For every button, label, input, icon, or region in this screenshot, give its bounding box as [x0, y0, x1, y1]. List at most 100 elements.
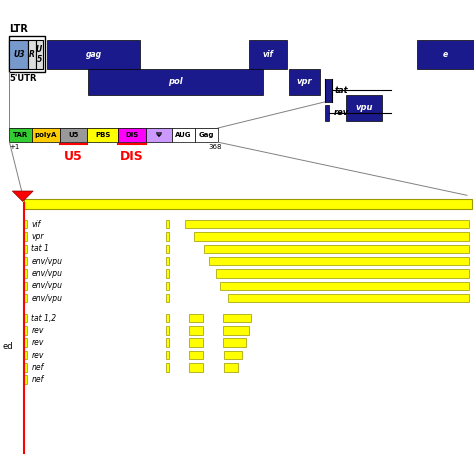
FancyBboxPatch shape — [24, 199, 472, 209]
Text: PBS: PBS — [95, 132, 110, 138]
Text: 368: 368 — [209, 144, 222, 150]
Text: vif: vif — [31, 220, 41, 228]
FancyBboxPatch shape — [24, 294, 27, 302]
Text: env/vpu: env/vpu — [31, 282, 62, 290]
Text: vpu: vpu — [355, 103, 373, 112]
FancyBboxPatch shape — [24, 375, 27, 384]
Text: vpr: vpr — [31, 232, 44, 241]
Text: env/vpu: env/vpu — [31, 269, 62, 278]
FancyBboxPatch shape — [166, 257, 169, 265]
FancyBboxPatch shape — [166, 232, 169, 241]
FancyBboxPatch shape — [223, 314, 251, 322]
FancyBboxPatch shape — [216, 269, 469, 278]
Text: TAR: TAR — [13, 132, 28, 138]
Text: Gag: Gag — [199, 132, 214, 138]
FancyBboxPatch shape — [194, 232, 469, 241]
FancyBboxPatch shape — [417, 40, 474, 69]
Polygon shape — [12, 191, 33, 201]
FancyBboxPatch shape — [24, 269, 27, 278]
Text: DIS: DIS — [125, 132, 138, 138]
FancyBboxPatch shape — [228, 294, 469, 302]
FancyBboxPatch shape — [24, 326, 27, 335]
FancyBboxPatch shape — [28, 40, 36, 69]
FancyBboxPatch shape — [24, 351, 27, 359]
Text: rev: rev — [31, 351, 44, 359]
Text: env/vpu: env/vpu — [31, 257, 62, 265]
FancyBboxPatch shape — [223, 338, 246, 347]
FancyBboxPatch shape — [166, 245, 169, 253]
FancyBboxPatch shape — [189, 363, 203, 372]
Text: 5'UTR: 5'UTR — [9, 74, 37, 83]
FancyBboxPatch shape — [166, 314, 169, 322]
FancyBboxPatch shape — [289, 69, 320, 95]
FancyBboxPatch shape — [166, 338, 169, 347]
FancyBboxPatch shape — [189, 338, 203, 347]
FancyBboxPatch shape — [166, 363, 169, 372]
Text: nef: nef — [31, 375, 44, 384]
FancyBboxPatch shape — [204, 245, 469, 253]
FancyBboxPatch shape — [32, 128, 60, 142]
Text: env/vpu: env/vpu — [31, 294, 62, 302]
Text: pol: pol — [168, 77, 182, 86]
Text: ed: ed — [2, 343, 13, 351]
FancyBboxPatch shape — [24, 338, 27, 347]
FancyBboxPatch shape — [24, 220, 27, 228]
FancyBboxPatch shape — [325, 105, 329, 121]
FancyBboxPatch shape — [189, 351, 203, 359]
Text: vif: vif — [262, 50, 273, 59]
FancyBboxPatch shape — [166, 269, 169, 278]
FancyBboxPatch shape — [24, 245, 27, 253]
FancyBboxPatch shape — [118, 128, 146, 142]
Text: gag: gag — [85, 50, 102, 59]
Text: rev: rev — [31, 338, 44, 347]
Text: nef: nef — [31, 363, 44, 372]
Text: rev: rev — [334, 109, 349, 117]
Text: LTR: LTR — [9, 24, 28, 34]
FancyBboxPatch shape — [24, 363, 27, 372]
FancyBboxPatch shape — [189, 314, 203, 322]
FancyBboxPatch shape — [47, 40, 140, 69]
FancyBboxPatch shape — [195, 128, 218, 142]
Text: U5: U5 — [68, 132, 79, 138]
Text: U3: U3 — [13, 50, 25, 59]
FancyBboxPatch shape — [220, 282, 469, 290]
FancyBboxPatch shape — [224, 351, 242, 359]
FancyBboxPatch shape — [166, 282, 169, 290]
Text: rev: rev — [31, 326, 44, 335]
FancyBboxPatch shape — [325, 79, 332, 102]
Text: polyA: polyA — [35, 132, 57, 138]
FancyBboxPatch shape — [224, 363, 238, 372]
FancyBboxPatch shape — [249, 40, 287, 69]
FancyBboxPatch shape — [346, 95, 382, 121]
Text: vpr: vpr — [297, 77, 312, 86]
FancyBboxPatch shape — [189, 326, 203, 335]
FancyBboxPatch shape — [24, 232, 27, 241]
Text: AUG: AUG — [175, 132, 191, 138]
Text: Ψ: Ψ — [155, 132, 162, 138]
FancyBboxPatch shape — [166, 294, 169, 302]
FancyBboxPatch shape — [24, 314, 27, 322]
FancyBboxPatch shape — [166, 351, 169, 359]
FancyBboxPatch shape — [87, 128, 118, 142]
FancyBboxPatch shape — [172, 128, 195, 142]
Text: tat 1: tat 1 — [31, 245, 49, 253]
FancyBboxPatch shape — [223, 326, 249, 335]
FancyBboxPatch shape — [185, 220, 469, 228]
Text: tat 1,2: tat 1,2 — [31, 314, 56, 322]
Text: U5: U5 — [64, 150, 83, 163]
Text: U
5: U 5 — [36, 45, 42, 64]
FancyBboxPatch shape — [60, 128, 87, 142]
FancyBboxPatch shape — [24, 282, 27, 290]
FancyBboxPatch shape — [36, 40, 43, 69]
FancyBboxPatch shape — [166, 326, 169, 335]
Text: R: R — [29, 50, 35, 59]
FancyBboxPatch shape — [88, 69, 263, 95]
Text: tat: tat — [334, 86, 348, 94]
FancyBboxPatch shape — [24, 257, 27, 265]
FancyBboxPatch shape — [9, 128, 32, 142]
FancyBboxPatch shape — [209, 257, 469, 265]
Text: DIS: DIS — [120, 150, 144, 163]
Text: +1: +1 — [9, 144, 20, 150]
FancyBboxPatch shape — [9, 40, 28, 69]
FancyBboxPatch shape — [146, 128, 172, 142]
